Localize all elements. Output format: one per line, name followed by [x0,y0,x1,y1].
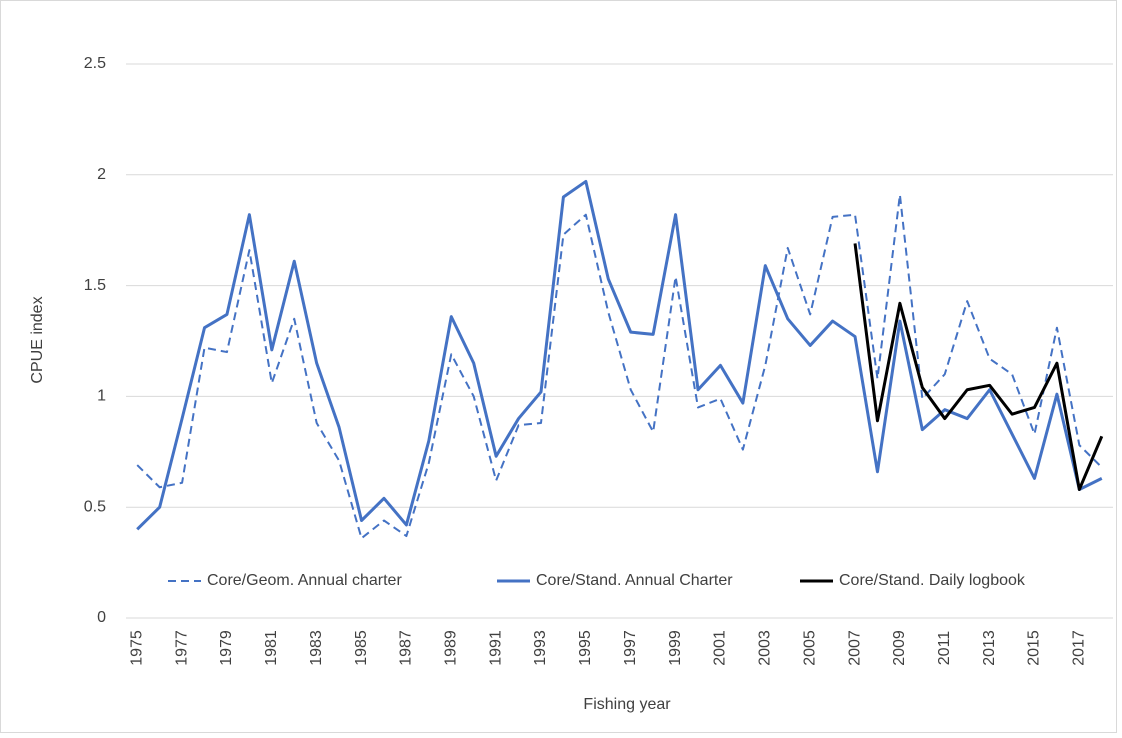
x-tick-label: 1987 [398,630,415,666]
x-axis-title: Fishing year [583,696,671,713]
x-tick-label: 2003 [757,630,774,666]
legend-label: Core/Stand. Annual Charter [536,572,733,589]
y-tick-label: 0.5 [84,498,106,515]
x-tick-label: 2009 [891,630,908,666]
y-tick-label: 1 [97,388,106,405]
x-tick-label: 1975 [128,630,145,666]
x-tick-label: 2017 [1071,630,1088,666]
y-tick-label: 2.5 [84,55,106,72]
x-tick-label: 1985 [353,630,370,666]
y-axis-title: CPUE index [29,296,46,383]
x-tick-label: 1983 [308,630,325,666]
x-tick-label: 1993 [532,630,549,666]
x-tick-label: 1995 [577,630,594,666]
series-line [136,193,1103,540]
y-tick-label: 1.5 [84,277,106,294]
x-tick-label: 2013 [981,630,998,666]
x-tick-label: 2007 [846,630,863,666]
x-tick-label: 1977 [173,630,190,666]
x-tick-label: 1999 [667,630,684,666]
x-tick-label: 1989 [442,630,459,666]
x-tick-label: 1997 [622,630,639,666]
legend-label: Core/Geom. Annual charter [207,572,402,589]
x-tick-label: 1981 [263,630,280,666]
x-tick-label: 1991 [487,630,504,666]
y-tick-label: 2 [97,166,106,183]
series-line [853,243,1104,491]
x-tick-label: 1979 [218,630,235,666]
x-tick-label: 2005 [801,630,818,666]
x-tick-label: 2001 [712,630,729,666]
x-tick-label: 2015 [1026,630,1043,666]
legend-label: Core/Stand. Daily logbook [839,572,1026,589]
y-tick-label: 0 [97,609,106,626]
x-tick-label: 2011 [936,631,953,666]
